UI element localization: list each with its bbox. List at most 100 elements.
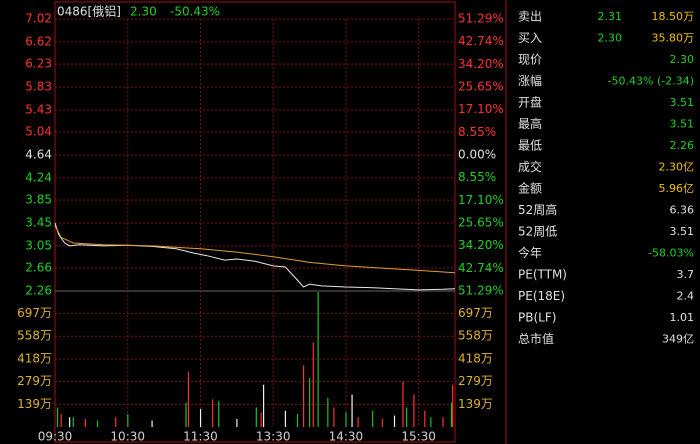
volume-bar <box>372 410 374 427</box>
price-tick-label: 2.26 <box>25 284 52 298</box>
volume-bar <box>284 410 287 427</box>
volume-tick-label: 558万 <box>17 329 52 343</box>
volume-bar <box>218 400 220 427</box>
price-tick-label: 7.02 <box>25 12 52 26</box>
quote-label: PE(18E) <box>518 289 565 303</box>
price-tick-label: 4.64 <box>25 148 52 162</box>
quote-value: -58.03% <box>648 247 694 260</box>
volume-bar <box>212 399 214 427</box>
quote-value: -50.43% (-2.34) <box>608 75 694 88</box>
quote-value: 6.36 <box>670 204 695 217</box>
quote-value: 2.30亿 <box>659 161 695 174</box>
volume-tick-label-right: 279万 <box>458 374 493 388</box>
time-tick-label: 13:30 <box>256 430 291 444</box>
quote-label: 52周高 <box>518 202 557 217</box>
volume-bar <box>312 342 314 427</box>
quote-value: 5.96亿 <box>659 182 695 195</box>
quote-label: PE(TTM) <box>518 268 567 282</box>
volume-bar <box>442 417 444 427</box>
volume-bar <box>236 418 238 427</box>
price-tick-label: 3.45 <box>25 216 52 230</box>
percent-tick-label: 34.20% <box>458 57 504 71</box>
chart-frame <box>54 1 456 443</box>
volume-bar <box>333 407 335 427</box>
quote-label: 买入 <box>518 31 542 45</box>
volume-bar <box>187 371 190 427</box>
header-change: -50.43% <box>170 5 220 19</box>
volume-tick-label: 139万 <box>17 397 52 411</box>
volume-bar <box>413 394 415 427</box>
price-tick-label: 4.24 <box>25 170 52 184</box>
quote-value: 2.4 <box>677 290 695 303</box>
price-tick-label: 2.66 <box>25 261 52 275</box>
volume-bar <box>327 397 329 427</box>
price-line <box>54 222 456 291</box>
volume-bar <box>357 417 359 427</box>
quote-label: 开盘 <box>518 95 542 110</box>
time-tick-label: 10:30 <box>110 430 145 444</box>
price-tick-label: 6.23 <box>25 57 52 71</box>
volume-bar <box>69 417 71 427</box>
time-tick-label: 09:30 <box>38 430 73 444</box>
volume-bar <box>127 413 129 427</box>
stock-code: 0486[俄铝] <box>57 4 121 19</box>
price-tick-label: 6.62 <box>25 34 52 48</box>
volume-bar <box>450 402 453 427</box>
quote-value: 2.26 <box>670 139 695 152</box>
volume-bar <box>262 384 265 427</box>
quote-label: 涨幅 <box>518 73 542 88</box>
quote-label: 最低 <box>518 139 542 153</box>
price-tick-label: 5.04 <box>25 125 52 139</box>
quote-value: 3.51 <box>670 225 695 238</box>
time-tick-label: 11:30 <box>183 430 218 444</box>
time-tick-label: 14:30 <box>329 430 364 444</box>
volume-tick-label: 697万 <box>17 306 52 320</box>
percent-tick-label: 42.74% <box>458 34 504 48</box>
volume-tick-label-right: 558万 <box>458 329 493 343</box>
volume-tick-label: 418万 <box>17 352 52 366</box>
percent-tick-label: 25.65% <box>458 79 504 93</box>
volume-bar <box>260 412 262 427</box>
price-line <box>54 225 456 274</box>
volume-tick-label-right: 418万 <box>458 352 493 366</box>
quote-value: 349亿 <box>662 333 694 346</box>
volume-bar <box>84 418 87 427</box>
quote-label: 最高 <box>518 116 542 131</box>
volume-bar <box>430 417 432 427</box>
volume-bar <box>406 407 408 427</box>
quote-label: PB(LF) <box>518 311 556 325</box>
volume-bar <box>255 407 257 427</box>
volume-bar <box>393 415 396 427</box>
quote-value: 2.30 <box>670 53 695 66</box>
header-price: 2.30 <box>130 5 157 19</box>
volume-bar <box>185 402 187 427</box>
percent-tick-label: 51.29% <box>458 12 504 26</box>
price-tick-label: 5.83 <box>25 80 52 94</box>
quote-value: 2.30 <box>598 32 623 45</box>
volume-bar <box>151 420 153 427</box>
quote-value: 3.51 <box>670 96 695 109</box>
volume-bar <box>56 407 59 427</box>
volume-tick-label-right: 139万 <box>458 397 493 411</box>
percent-tick-label: 17.10% <box>458 102 504 116</box>
quote-label: 52周低 <box>518 225 557 239</box>
volume-bar <box>402 381 404 427</box>
percent-tick-label: 8.55% <box>458 170 496 184</box>
price-tick-label: 5.43 <box>25 102 52 116</box>
volume-tick-label-right: 697万 <box>458 306 493 320</box>
volume-bar <box>381 418 383 427</box>
volume-tick-label: 279万 <box>17 374 52 388</box>
quote-value: 1.01 <box>670 311 695 324</box>
price-tick-label: 3.05 <box>25 238 52 252</box>
volume-bar <box>60 413 62 427</box>
percent-tick-label: 8.55% <box>458 125 496 139</box>
quote-value: 2.31 <box>598 10 623 23</box>
quote-value: 35.80万 <box>652 32 695 45</box>
percent-tick-label: 42.74% <box>458 261 504 275</box>
percent-tick-label: 0.00% <box>458 148 496 162</box>
quote-label: 金额 <box>518 181 542 196</box>
price-tick-label: 3.85 <box>25 193 52 207</box>
volume-bar <box>424 410 426 427</box>
volume-bar <box>452 384 454 427</box>
